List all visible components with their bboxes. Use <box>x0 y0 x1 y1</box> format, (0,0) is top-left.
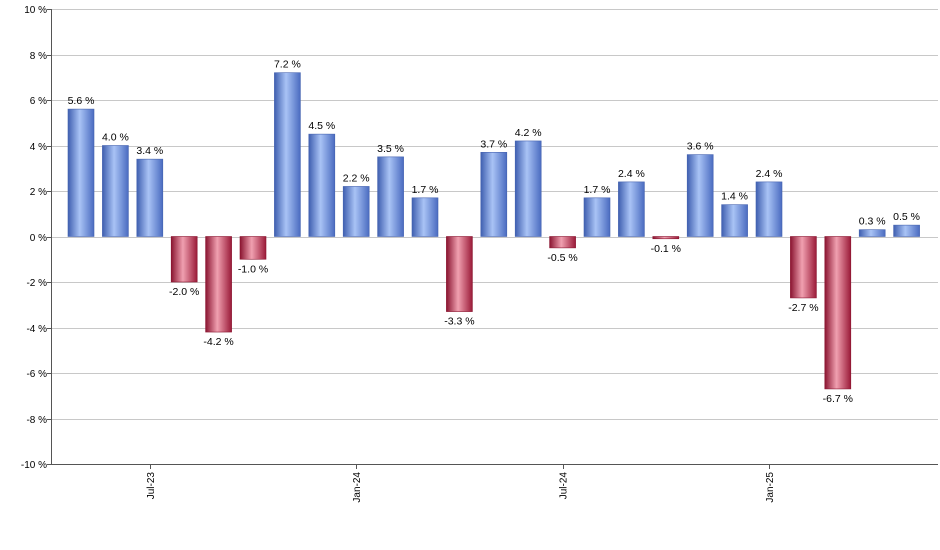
bar-Dec-23 <box>239 236 267 260</box>
data-label: -4.2 % <box>203 336 233 348</box>
y-tick-label: 8 % <box>30 51 47 62</box>
bar-Mar-24 <box>342 186 370 237</box>
axes <box>47 9 938 469</box>
data-label: -0.5 % <box>547 252 577 264</box>
x-axis-tick-labels: Jul-23 Jan-24 Jul-24 Jan-25 <box>146 472 776 503</box>
bar-Aug-23 <box>102 145 129 237</box>
bar-Oct-23 <box>170 236 198 283</box>
bar-undefined <box>893 224 920 237</box>
data-label: 2.4 % <box>618 168 645 180</box>
y-tick-label: -10 % <box>21 460 47 471</box>
y-tick-label: -8 % <box>26 415 47 426</box>
bar-Aug-24 <box>514 140 542 237</box>
data-label: 0.5 % <box>893 211 920 223</box>
x-tick-label: Jul-24 <box>559 472 570 500</box>
bar-Jul-23 <box>67 108 95 237</box>
bar-May-24 <box>411 197 439 237</box>
y-tick-label: 4 % <box>30 142 47 153</box>
data-label: -0.1 % <box>651 243 681 255</box>
bar-Jun-24 <box>446 236 473 312</box>
y-tick-label: -2 % <box>26 278 47 289</box>
y-tick-label: -6 % <box>26 369 47 380</box>
bars <box>67 72 920 390</box>
data-label: 0.3 % <box>859 216 886 228</box>
bar-Apr-25 <box>790 236 817 299</box>
data-label: -2.7 % <box>788 302 818 314</box>
bar-Jan-25 <box>686 154 714 237</box>
data-label: -6.7 % <box>823 393 853 405</box>
bar-Apr-24 <box>377 156 404 237</box>
bar-May-25 <box>824 236 852 390</box>
data-label: 3.4 % <box>136 145 163 157</box>
data-label: 5.6 % <box>68 95 95 107</box>
bar-Sep-23 <box>136 158 164 237</box>
data-label: 7.2 % <box>274 59 301 71</box>
bar-Sep-24 <box>549 236 576 249</box>
data-label: 1.7 % <box>412 184 439 196</box>
y-tick-label: 10 % <box>24 5 47 16</box>
data-label: 3.6 % <box>687 141 714 153</box>
bar-Mar-25 <box>755 181 783 237</box>
data-label: 4.5 % <box>308 120 335 132</box>
bar-Nov-23 <box>205 236 232 333</box>
bar-Feb-24 <box>308 133 336 237</box>
data-label: -3.3 % <box>444 316 474 328</box>
data-label: 1.7 % <box>584 184 611 196</box>
x-tick-label: Jul-23 <box>146 472 157 500</box>
y-tick-label: 0 % <box>30 233 47 244</box>
data-label: 2.4 % <box>756 168 783 180</box>
x-tick-label: Jan-25 <box>765 472 776 503</box>
data-label: 4.0 % <box>102 132 129 144</box>
data-label: -2.0 % <box>169 286 199 298</box>
y-tick-label: 2 % <box>30 187 47 198</box>
data-label: 1.4 % <box>721 191 748 203</box>
y-tick-label: -4 % <box>26 324 47 335</box>
bar-Feb-25 <box>721 204 748 237</box>
x-tick-label: Jan-24 <box>352 472 363 503</box>
bar-Nov-24 <box>618 181 645 237</box>
data-label: 3.5 % <box>377 143 404 155</box>
data-label: 3.7 % <box>480 138 507 150</box>
bar-Jun-25 <box>858 229 886 237</box>
data-label: 4.2 % <box>515 127 542 139</box>
bar-Jul-24 <box>480 152 508 237</box>
data-labels: 5.6 % 4.0 % 3.4 % -2.0 % -4.2 % -1.0 % 7.2 % 4.… <box>68 59 920 405</box>
bar-Oct-24 <box>583 197 611 237</box>
data-label: 2.2 % <box>343 172 370 184</box>
bar-Dec-24 <box>652 236 680 240</box>
bar-Jan-24 <box>274 72 301 237</box>
y-axis-tick-labels: 10 % 8 % 6 % 4 % 2 % 0 % -2 % -4 % -6 % -8 % -10 % <box>21 5 47 471</box>
y-tick-label: 6 % <box>30 96 47 107</box>
data-label: -1.0 % <box>238 263 268 275</box>
